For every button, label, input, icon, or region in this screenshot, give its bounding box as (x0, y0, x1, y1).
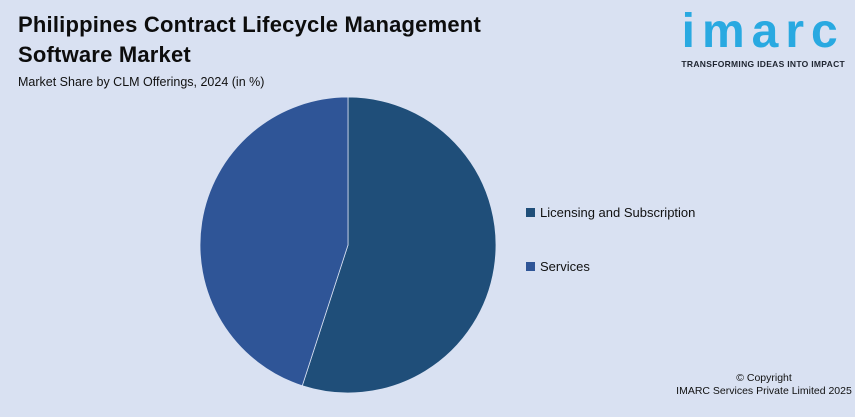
imarc-logo-wordmark: imarc (681, 5, 845, 58)
legend-item-label: Licensing and Subscription (540, 204, 696, 220)
copyright-line2: IMARC Services Private Limited 2025 (676, 384, 852, 397)
pie-svg (200, 97, 496, 393)
legend-item: Services (526, 257, 695, 275)
chart-header: Philippines Contract Lifecycle Managemen… (18, 10, 558, 90)
copyright-notice: © Copyright IMARC Services Private Limit… (664, 372, 855, 397)
legend-color-swatch (526, 207, 535, 217)
copyright-line1: © Copyright (736, 372, 792, 384)
chart-legend: Licensing and Subscription Services (526, 203, 695, 275)
legend-item-label: Services (540, 258, 590, 274)
imarc-logo-tagline: TRANSFORMING IDEAS INTO IMPACT (681, 59, 845, 69)
legend-item: Licensing and Subscription (526, 203, 695, 221)
pie-slice-services (200, 97, 349, 387)
pie-slice-licensing-and-subscription (301, 97, 496, 393)
legend-color-swatch (526, 261, 535, 271)
imarc-logo: imarc TRANSFORMING IDEAS INTO IMPACT (681, 6, 845, 69)
page-title: Philippines Contract Lifecycle Managemen… (18, 12, 481, 67)
pie-chart (200, 97, 496, 393)
page-subtitle: Market Share by CLM Offerings, 2024 (in … (18, 75, 265, 89)
